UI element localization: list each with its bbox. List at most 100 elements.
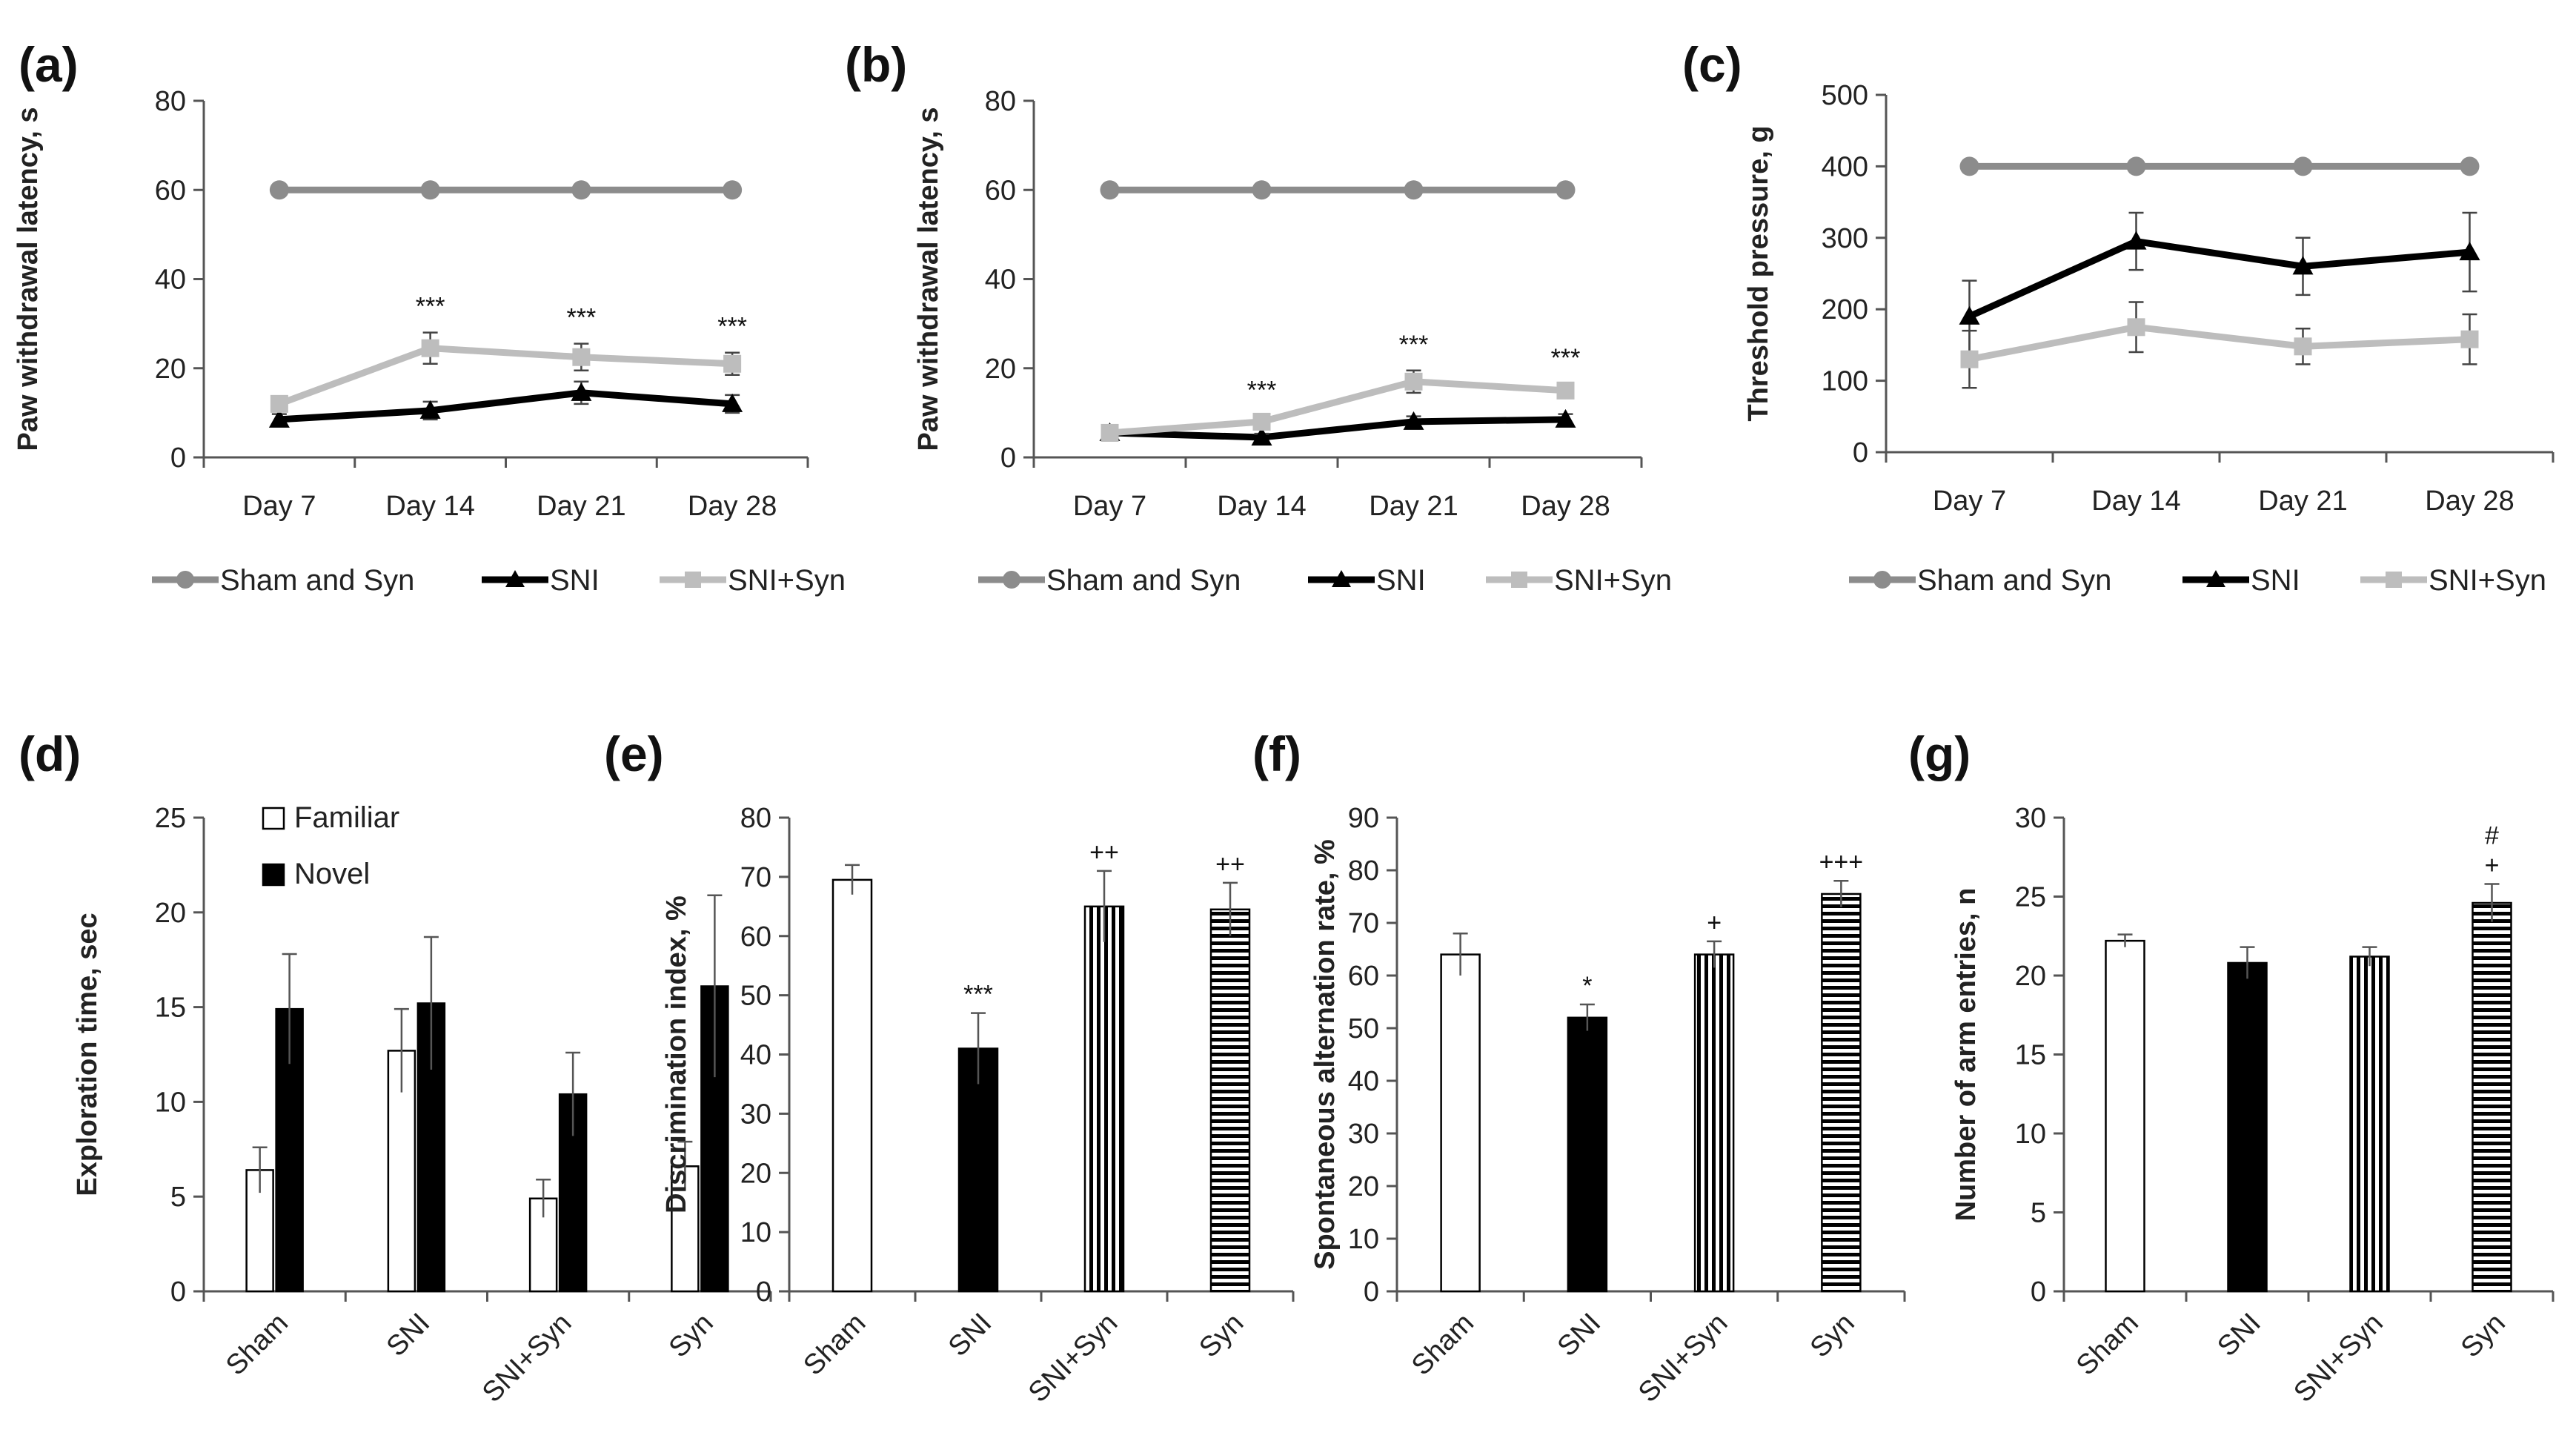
panel-a-axes: 0 20 40 60 80 Paw withdrawal latency, s Day 7 D… xyxy=(13,86,846,597)
legend-marker-square xyxy=(2386,572,2402,588)
y-tick-label: 50 xyxy=(1348,1013,1379,1044)
legend-label: Sham and Syn xyxy=(1046,564,1241,597)
panel-e-label: (e) xyxy=(604,726,664,781)
data-point-square xyxy=(270,394,288,413)
legend-marker-circle xyxy=(1873,571,1891,589)
data-point-square xyxy=(1252,412,1271,431)
x-tick-label: Day 7 xyxy=(242,491,316,522)
y-tick-label: 25 xyxy=(2015,882,2046,913)
y-tick-label: 15 xyxy=(2015,1040,2046,1071)
legend-label: SNI xyxy=(550,564,600,597)
panel-e-axes: 0 10 20 30 40 50 60 70 80 Discrimination index, %… xyxy=(661,803,1295,1408)
panel-c: (c) 0 100 200 300 400 500 Threshold pressure, … xyxy=(1682,37,2555,597)
x-tick-label: SNI xyxy=(1552,1308,1607,1363)
legend-label: SNI xyxy=(2251,564,2300,597)
data-point-circle xyxy=(1404,180,1424,200)
y-tick-label: 80 xyxy=(1348,855,1379,887)
legend-label: SNI+Syn xyxy=(1554,564,1672,597)
x-tick-label: SNI xyxy=(381,1308,436,1363)
y-tick-label: 0 xyxy=(170,443,186,474)
significance-label: *** xyxy=(416,293,445,321)
data-point-square xyxy=(2294,337,2312,356)
data-point-circle xyxy=(420,180,440,200)
significance-label: *** xyxy=(567,304,597,332)
series-line-1 xyxy=(1968,237,2470,319)
x-tick-label: Day 21 xyxy=(1369,491,1458,522)
panel-b-label: (b) xyxy=(845,37,907,92)
y-tick-label: 30 xyxy=(1348,1119,1379,1150)
data-point-triangle xyxy=(1959,305,1980,325)
legend-label: SNI+Syn xyxy=(728,564,846,597)
legend-marker-circle xyxy=(1003,571,1020,589)
y-tick-label: 15 xyxy=(155,993,186,1024)
legend-marker-triangle xyxy=(505,570,525,587)
series-line-1 xyxy=(1109,416,1566,441)
y-tick-label: 20 xyxy=(155,354,186,385)
x-tick-label: Syn xyxy=(1805,1308,1861,1364)
x-tick-label: SNI+Syn xyxy=(1023,1308,1123,1408)
x-tick-label: Syn xyxy=(1193,1308,1249,1364)
y-tick-label: 40 xyxy=(155,265,186,296)
legend-label: Sham and Syn xyxy=(1917,564,2111,597)
series-line-1 xyxy=(279,389,733,423)
significance-label: *** xyxy=(1399,331,1429,359)
y-tick-label: 400 xyxy=(1822,151,1868,182)
y-axis-title: Discrimination index, % xyxy=(661,895,692,1213)
panel-a-label: (a) xyxy=(19,37,79,92)
bar xyxy=(1440,953,1481,1293)
y-tick-label: 70 xyxy=(740,862,771,893)
legend-marker-square xyxy=(685,572,701,588)
y-tick-label: 200 xyxy=(1822,294,1868,325)
legend-marker-triangle xyxy=(1332,570,1351,587)
y-tick-label: 25 xyxy=(155,803,186,834)
legend-swatch xyxy=(262,863,285,887)
y-tick-label: 20 xyxy=(740,1158,771,1189)
x-tick-label: Sham xyxy=(220,1308,294,1382)
series-line-2 xyxy=(1109,378,1566,437)
y-tick-label: 0 xyxy=(1364,1277,1379,1308)
legend-label: Novel xyxy=(294,858,370,890)
significance-label: *** xyxy=(1551,344,1581,372)
y-tick-label: 20 xyxy=(985,354,1016,385)
data-point-circle xyxy=(1959,156,1979,176)
significance-label: ++ xyxy=(1215,850,1245,878)
y-tick-label: 5 xyxy=(170,1182,186,1213)
data-point-triangle xyxy=(2459,242,2480,261)
x-tick-label: SNI xyxy=(943,1308,998,1363)
x-tick-label: Syn xyxy=(663,1308,720,1364)
y-tick-label: 300 xyxy=(1822,223,1868,254)
data-point-square xyxy=(1556,381,1575,400)
data-point-square xyxy=(1404,372,1423,391)
data-point-circle xyxy=(1556,180,1576,200)
x-tick-label: Sham xyxy=(797,1308,872,1382)
data-point-square xyxy=(421,339,439,357)
y-axis-title: Number of arm entries, n xyxy=(1951,888,1982,1222)
series-line-2 xyxy=(278,345,733,408)
data-point-circle xyxy=(1100,180,1120,200)
panel-b-axes: 0 20 40 60 80 Paw withdrawal latency, s Day 7 D… xyxy=(913,86,1672,597)
y-tick-label: 80 xyxy=(985,86,1016,117)
panel-d: (d) 0 5 10 15 20 25 Exploration time, sec Sham S… xyxy=(19,726,772,1408)
x-tick-label: Sham xyxy=(2071,1308,2145,1382)
data-point-triangle xyxy=(2125,231,2147,250)
significance-label: *** xyxy=(1247,377,1277,405)
y-tick-label: 30 xyxy=(740,1099,771,1130)
y-tick-label: 0 xyxy=(170,1277,186,1308)
significance-label: # xyxy=(2485,821,2499,850)
y-tick-label: 20 xyxy=(2015,961,2046,992)
y-tick-label: 10 xyxy=(2015,1119,2046,1150)
x-tick-label: Day 14 xyxy=(2091,486,2180,517)
data-point-circle xyxy=(723,180,743,200)
bar xyxy=(1693,953,1735,1293)
y-tick-label: 10 xyxy=(740,1217,771,1248)
y-axis-title: Exploration time, sec xyxy=(72,913,103,1196)
y-tick-label: 20 xyxy=(1348,1171,1379,1202)
y-axis-title: Threshold pressure, g xyxy=(1743,125,1774,421)
x-tick-label: Day 14 xyxy=(1217,491,1306,522)
x-tick-label: SNI xyxy=(2211,1308,2267,1363)
y-tick-label: 50 xyxy=(740,981,771,1012)
y-tick-label: 20 xyxy=(155,898,186,929)
data-point-triangle xyxy=(1555,408,1576,428)
